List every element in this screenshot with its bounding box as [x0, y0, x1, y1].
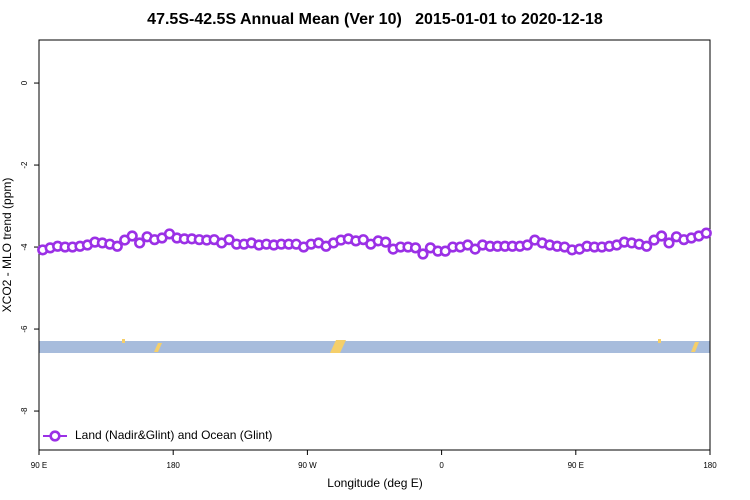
point	[409, 242, 422, 254]
y-tick-label: -8	[20, 407, 29, 415]
point	[641, 240, 653, 252]
land-marks	[122, 339, 699, 353]
legend-label: Land (Nadir&Glint) and Ocean (Glint)	[75, 428, 272, 442]
land-mark	[122, 339, 125, 343]
x-tick-label: 90 E	[31, 461, 47, 470]
point	[700, 227, 712, 239]
land-mark	[691, 342, 699, 352]
x-tick-label: 180	[167, 461, 181, 470]
land-mark	[330, 340, 346, 353]
x-tick-label: 180	[703, 461, 717, 470]
land-mark	[154, 343, 162, 352]
point	[134, 237, 146, 249]
plot-frame	[38, 39, 711, 451]
point	[126, 230, 138, 242]
point	[521, 239, 533, 251]
x-tick-label: 90 E	[568, 461, 584, 470]
chart-title: 47.5S-42.5S Annual Mean (Ver 10) 2015-01…	[147, 11, 603, 28]
point	[380, 236, 392, 248]
point	[663, 237, 675, 249]
point	[111, 240, 123, 252]
y-tick-label: -6	[20, 325, 29, 333]
y-tick-label: 0	[20, 80, 29, 85]
y-tick-label: -2	[20, 161, 29, 169]
y-tick-label: -4	[20, 243, 29, 251]
legend-marker	[49, 430, 61, 442]
y-axis-label: XCO2 - MLO trend (ppm)	[0, 178, 14, 313]
x-axis-label: Longitude (deg E)	[327, 476, 422, 490]
land-mark	[658, 339, 661, 343]
x-tick-label: 90 W	[298, 461, 317, 470]
point	[417, 248, 429, 260]
point	[655, 230, 668, 242]
surface-strip	[39, 341, 710, 353]
x-tick-label: 0	[439, 461, 444, 470]
